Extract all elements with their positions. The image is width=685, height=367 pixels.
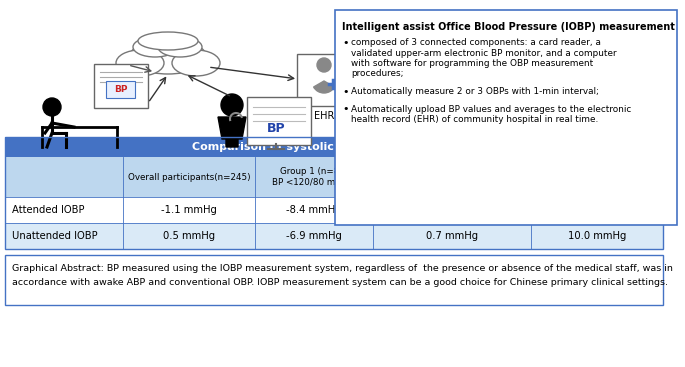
Text: 0.5 mmHg: 0.5 mmHg bbox=[163, 231, 215, 241]
Text: procedures;: procedures; bbox=[351, 69, 403, 79]
Text: Group 2 (n=89)
BP 120/80-160/100 mmHg: Group 2 (n=89) BP 120/80-160/100 mmHg bbox=[394, 167, 510, 188]
Text: BP: BP bbox=[266, 123, 286, 135]
Text: composed of 3 connected components: a card reader, a: composed of 3 connected components: a ca… bbox=[351, 38, 601, 47]
Circle shape bbox=[221, 94, 243, 116]
Ellipse shape bbox=[116, 50, 164, 76]
Text: accordance with awake ABP and conventional OBP. IOBP measurement system can be a: accordance with awake ABP and convention… bbox=[12, 278, 668, 287]
Text: health record (EHR) of community hospital in real time.: health record (EHR) of community hospita… bbox=[351, 115, 598, 124]
Polygon shape bbox=[218, 117, 246, 147]
Circle shape bbox=[43, 98, 61, 116]
Ellipse shape bbox=[158, 37, 202, 57]
Text: -1.1 mmHg: -1.1 mmHg bbox=[161, 205, 217, 215]
Ellipse shape bbox=[133, 37, 177, 57]
Text: Automatically upload BP values and averages to the electronic: Automatically upload BP values and avera… bbox=[351, 105, 632, 113]
Wedge shape bbox=[314, 81, 334, 93]
Text: with software for programming the OBP measurement: with software for programming the OBP me… bbox=[351, 59, 593, 68]
FancyBboxPatch shape bbox=[297, 54, 351, 106]
FancyBboxPatch shape bbox=[5, 223, 663, 249]
Text: Group 3 (n=68)
BP ≥160/100 mmHg: Group 3 (n=68) BP ≥160/100 mmHg bbox=[552, 167, 642, 188]
Text: 9.4 mmHg: 9.4 mmHg bbox=[571, 205, 623, 215]
Text: validated upper-arm electronic BP monitor, and a computer: validated upper-arm electronic BP monito… bbox=[351, 48, 616, 58]
Text: Unattended IOBP: Unattended IOBP bbox=[12, 231, 98, 241]
Text: Comparison of systolic IOBP with  awake ABP: Comparison of systolic IOBP with awake A… bbox=[192, 142, 475, 152]
Text: Overall participants(n=245): Overall participants(n=245) bbox=[127, 172, 250, 182]
Text: Graphical Abstract: BP measured using the IOBP measurement system, regardless of: Graphical Abstract: BP measured using th… bbox=[12, 264, 673, 273]
Text: Attended IOBP: Attended IOBP bbox=[12, 205, 84, 215]
Text: Automatically measure 2 or 3 OBPs with 1-min interval;: Automatically measure 2 or 3 OBPs with 1… bbox=[351, 87, 599, 96]
FancyBboxPatch shape bbox=[106, 80, 136, 98]
Text: -1.9 mmHg: -1.9 mmHg bbox=[424, 205, 480, 215]
FancyBboxPatch shape bbox=[5, 197, 663, 223]
Text: -8.4 mmHg: -8.4 mmHg bbox=[286, 205, 342, 215]
Text: -6.9 mmHg: -6.9 mmHg bbox=[286, 231, 342, 241]
Text: •: • bbox=[342, 87, 349, 97]
FancyBboxPatch shape bbox=[335, 10, 677, 225]
FancyBboxPatch shape bbox=[247, 97, 311, 145]
Ellipse shape bbox=[138, 32, 198, 50]
Text: 0.7 mmHg: 0.7 mmHg bbox=[426, 231, 478, 241]
Text: Intelligent assist Office Blood Pressure (IOBP) measurement: Intelligent assist Office Blood Pressure… bbox=[342, 22, 675, 32]
Text: •: • bbox=[342, 105, 349, 115]
FancyBboxPatch shape bbox=[5, 157, 663, 197]
Text: EHR: EHR bbox=[314, 111, 334, 121]
FancyBboxPatch shape bbox=[5, 255, 663, 305]
Text: 10.0 mmHg: 10.0 mmHg bbox=[568, 231, 626, 241]
Text: •: • bbox=[342, 38, 349, 48]
FancyBboxPatch shape bbox=[94, 64, 148, 108]
FancyBboxPatch shape bbox=[5, 137, 663, 157]
Text: Group 1 (n=88)
BP <120/80 mmHg: Group 1 (n=88) BP <120/80 mmHg bbox=[272, 167, 356, 188]
Ellipse shape bbox=[129, 40, 207, 74]
Ellipse shape bbox=[172, 50, 220, 76]
Text: BP: BP bbox=[114, 84, 127, 94]
Circle shape bbox=[317, 58, 331, 72]
